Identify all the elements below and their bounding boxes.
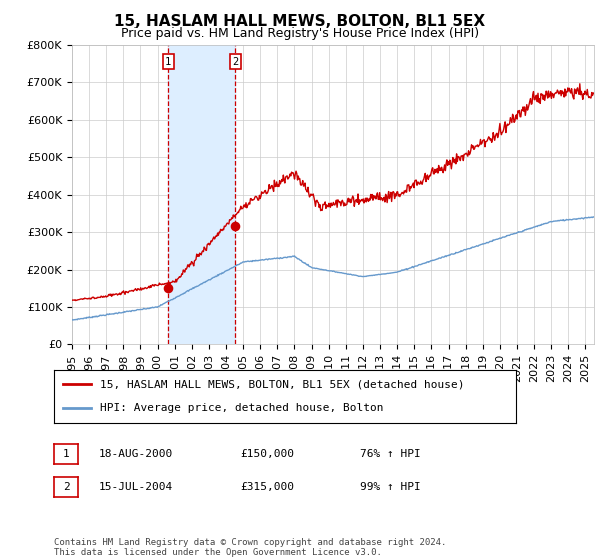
Text: £315,000: £315,000 [240,482,294,492]
Text: £150,000: £150,000 [240,449,294,459]
Text: 1: 1 [62,449,70,459]
Text: 18-AUG-2000: 18-AUG-2000 [99,449,173,459]
Text: Contains HM Land Registry data © Crown copyright and database right 2024.
This d: Contains HM Land Registry data © Crown c… [54,538,446,557]
Text: 2: 2 [62,482,70,492]
Text: 15-JUL-2004: 15-JUL-2004 [99,482,173,492]
Bar [169,45,235,344]
Text: Price paid vs. HM Land Registry's House Price Index (HPI): Price paid vs. HM Land Registry's House … [121,27,479,40]
Text: 15, HASLAM HALL MEWS, BOLTON, BL1 5EX (detached house): 15, HASLAM HALL MEWS, BOLTON, BL1 5EX (d… [100,380,465,390]
Text: 76% ↑ HPI: 76% ↑ HPI [360,449,421,459]
Text: 99% ↑ HPI: 99% ↑ HPI [360,482,421,492]
Text: 15, HASLAM HALL MEWS, BOLTON, BL1 5EX: 15, HASLAM HALL MEWS, BOLTON, BL1 5EX [115,14,485,29]
Point [164,284,173,293]
Point [230,222,240,231]
Text: 2: 2 [232,57,238,67]
Text: HPI: Average price, detached house, Bolton: HPI: Average price, detached house, Bolt… [100,403,384,413]
Text: 1: 1 [165,57,172,67]
